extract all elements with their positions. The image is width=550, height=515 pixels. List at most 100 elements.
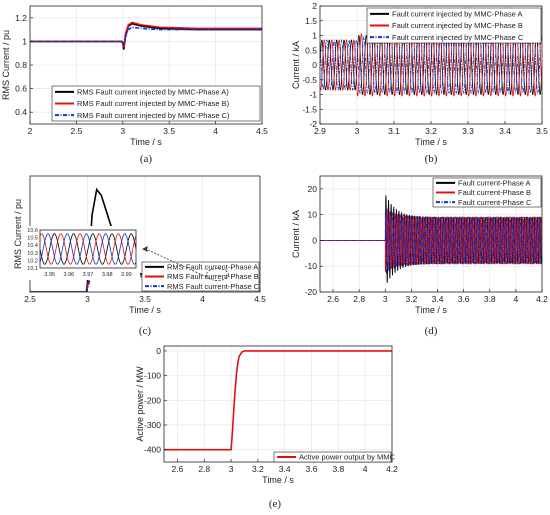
- series-line-1: [164, 350, 392, 451]
- x-tick-label: 4.2: [536, 294, 548, 304]
- x-tick-label: 3.8: [484, 294, 496, 304]
- x-tick-label: 3.2: [252, 464, 264, 474]
- y-tick-label: -1.5: [302, 104, 317, 114]
- x-tick-label: 3.6: [306, 464, 318, 474]
- legend: Fault current injected by MMC-Phase A Fau…: [366, 7, 542, 44]
- legend: Active power output by MMC: [273, 451, 395, 463]
- inset-x-tick-label: 3.99: [121, 272, 132, 278]
- y-tick-label: -200: [144, 395, 161, 405]
- legend-entry: Fault current injected by MMC-Phase C: [392, 33, 524, 42]
- series-line-2: [30, 21, 262, 48]
- series-line-2: [320, 33, 542, 97]
- y-axis-label: Active power / MW: [135, 366, 145, 442]
- inset-x-tick-label: 3.98: [102, 272, 113, 278]
- series-line-1: [320, 35, 542, 95]
- inset-y-tick-label: 10.6: [27, 228, 38, 234]
- x-tick-label: 2.5: [24, 294, 36, 304]
- x-tick-label: 2.9: [314, 126, 326, 136]
- x-tick-label: 3.5: [536, 126, 548, 136]
- legend-entry: Fault current-Phase A: [458, 179, 531, 188]
- inset-x-tick-label: 3.95: [44, 272, 55, 278]
- y-tick-label: -20: [305, 287, 318, 297]
- chart-d: 2.6 2.8 3 3.2 3.4 3.6 3.8 4 4.2 -20 -10 0 10 20 Time /…: [291, 175, 548, 337]
- legend-entry: Fault current-Phase C: [458, 198, 532, 207]
- x-tick-label: 4.5: [254, 294, 266, 304]
- x-tick-label: 3: [355, 126, 360, 136]
- x-axis-label: Time / s: [262, 475, 294, 485]
- y-tick-label: 20: [308, 184, 318, 194]
- panel-caption: (c): [139, 325, 152, 337]
- legend-entry: Fault current-Phase B: [458, 188, 531, 197]
- x-tick-label: 3.8: [332, 464, 344, 474]
- y-tick-label: -100: [144, 371, 161, 381]
- x-tick-label: 3: [229, 464, 234, 474]
- x-tick-label: 3.3: [462, 126, 474, 136]
- x-tick-label: 3.4: [279, 464, 291, 474]
- x-tick-label: 2.5: [70, 126, 82, 136]
- inset-x-tick-label: 3.96: [63, 272, 74, 278]
- x-tick-label: 3.2: [405, 294, 417, 304]
- series-line-3: [320, 208, 542, 274]
- x-tick-label: 2.6: [327, 294, 339, 304]
- x-axis-label: Time / s: [129, 305, 161, 315]
- y-tick-label: 1: [312, 31, 317, 41]
- inset-y-tick-label: 10.1: [27, 266, 38, 272]
- plot-frame: [163, 345, 393, 463]
- chart-a: 2 2.5 3 3.5 4 4.5 0.4 0.6 0.8 1 1.2 Time / s RMS Cur…: [1, 5, 268, 165]
- inset-y-tick-label: 10.2: [27, 258, 38, 264]
- chart-c: 2.5 3 3.5 4 4.5 Time / s RMS Current / pu (c) RM…: [13, 175, 266, 337]
- y-tick-label: 0: [156, 346, 161, 356]
- y-axis-label: Current / kA: [291, 210, 301, 258]
- y-tick-label: -1: [309, 90, 317, 100]
- series-line-2: [320, 210, 542, 273]
- x-tick-label: 3.6: [458, 294, 470, 304]
- panel-caption: (a): [140, 153, 153, 165]
- y-axis-label: Current / kA: [291, 41, 301, 89]
- panel-caption: (e): [269, 498, 282, 510]
- x-tick-label: 3.5: [139, 294, 151, 304]
- y-tick-label: -0.5: [302, 75, 317, 85]
- x-tick-label: 3.5: [163, 126, 175, 136]
- y-tick-label: -10: [305, 261, 318, 271]
- x-tick-label: 4.2: [386, 464, 398, 474]
- panel-caption: (d): [425, 325, 438, 337]
- y-tick-label: -300: [144, 420, 161, 430]
- plot-frame: [319, 175, 543, 293]
- y-axis-label: RMS Current / pu: [1, 30, 11, 100]
- y-tick-label: 1.2: [15, 13, 27, 23]
- x-tick-label: 3.4: [499, 126, 511, 136]
- x-tick-label: 3.1: [388, 126, 400, 136]
- legend-entry: Active power output by MMC: [299, 453, 395, 462]
- zoom-arrow: [145, 248, 211, 279]
- inset-y-tick-label: 10.5: [27, 236, 38, 242]
- x-tick-label: 3.2: [425, 126, 437, 136]
- x-tick-label: 4.5: [256, 126, 268, 136]
- y-tick-label: 0.6: [15, 84, 27, 94]
- chart-b: 2.9 3 3.1 3.2 3.3 3.4 3.5 -2 -1.5 -1 -0.5 0 0.5 1 1.5 2…: [291, 1, 548, 165]
- y-tick-label: 0.5: [305, 45, 317, 55]
- y-tick-label: 0.8: [15, 60, 27, 70]
- x-tick-label: 2.8: [353, 294, 365, 304]
- y-tick-label: 0.4: [15, 107, 27, 117]
- legend: RMS Fault current-Phase A RMS Fault curre…: [141, 261, 260, 292]
- x-axis-label: Time / s: [415, 137, 447, 147]
- y-tick-label: 1: [22, 36, 27, 46]
- x-tick-label: 4: [514, 294, 519, 304]
- arrowhead-icon: [142, 246, 148, 252]
- x-tick-label: 4: [363, 464, 368, 474]
- y-axis-label: RMS Current / pu: [13, 199, 23, 269]
- series-line-1: [30, 22, 262, 50]
- inset-frame: [39, 229, 137, 269]
- x-tick-label: 2.8: [198, 464, 210, 474]
- inset-series-line: [40, 233, 136, 265]
- y-tick-label: -2: [309, 119, 317, 129]
- x-tick-label: 2.6: [171, 464, 183, 474]
- x-tick-label: 3: [85, 294, 90, 304]
- legend-entry: RMS Fault current-Phase C: [167, 282, 260, 291]
- legend-entry: RMS Fault current injected by MMC-Phase …: [77, 99, 230, 108]
- zoom-region-marker: [206, 268, 229, 282]
- x-tick-label: 4: [213, 126, 218, 136]
- legend-entry: RMS Fault current-Phase A: [167, 263, 258, 272]
- x-tick-label: 4: [200, 294, 205, 304]
- legend-entry: RMS Fault current injected by MMC-Phase …: [77, 88, 229, 97]
